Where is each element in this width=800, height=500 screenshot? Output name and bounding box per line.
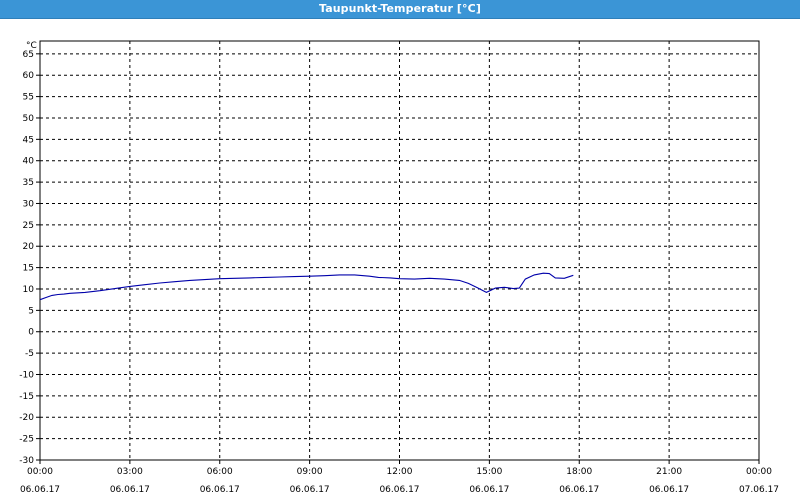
y-tick-label: 55 [23, 93, 34, 103]
x-tick-date-label: 06.06.17 [200, 485, 240, 495]
y-tick-label: -10 [19, 370, 34, 380]
x-tick-date-label: 07.06.17 [739, 485, 779, 495]
y-tick-label: 0 [28, 328, 34, 338]
x-tick-time-label: 15:00 [476, 467, 502, 477]
x-tick-date-label: 06.06.17 [110, 485, 150, 495]
window-title: Taupunkt-Temperatur [°C] [319, 2, 481, 15]
x-tick-time-label: 06:00 [207, 467, 233, 477]
x-tick-date-label: 06.06.17 [649, 485, 689, 495]
x-tick-time-label: 00:00 [27, 467, 53, 477]
x-tick-time-label: 00:00 [746, 467, 772, 477]
y-tick-label: 40 [23, 157, 35, 167]
y-tick-label: 15 [23, 264, 34, 274]
y-tick-label: 30 [23, 199, 35, 209]
y-tick-label: 10 [23, 285, 35, 295]
x-tick-date-label: 06.06.17 [559, 485, 599, 495]
y-tick-label: 65 [23, 50, 34, 60]
x-tick-time-label: 21:00 [656, 467, 682, 477]
dew-point-chart: 65605550454035302520151050-5-10-15-20-25… [19, 40, 779, 495]
x-tick-time-label: 09:00 [297, 467, 323, 477]
x-tick-date-label: 06.06.17 [20, 485, 60, 495]
y-tick-label: 20 [23, 242, 35, 252]
grid-lines [40, 41, 759, 460]
dew-point-series-line [39, 272, 574, 301]
y-tick-label: -5 [25, 349, 34, 359]
x-tick-time-label: 03:00 [117, 467, 143, 477]
x-tick-time-label: 12:00 [387, 467, 413, 477]
series-layer [39, 272, 574, 301]
x-axis-ticks: 00:00 06.06.17 03:00 06.06.17 06:00 06.06.17 0… [20, 460, 779, 495]
y-tick-label: -30 [19, 456, 34, 466]
x-tick-date-label: 06.06.17 [290, 485, 330, 495]
y-tick-label: 60 [23, 71, 35, 81]
y-axis-ticks: 65605550454035302520151050-5-10-15-20-25… [19, 50, 40, 466]
x-tick-time-label: 18:00 [566, 467, 592, 477]
y-tick-label: 45 [23, 135, 34, 145]
x-tick-date-label: 06.06.17 [469, 485, 509, 495]
y-tick-label: 25 [23, 221, 34, 231]
y-tick-label: 35 [23, 178, 34, 188]
y-tick-label: 50 [23, 114, 35, 124]
y-tick-label: -20 [19, 413, 34, 423]
y-tick-label: 5 [28, 306, 34, 316]
y-axis-unit-label: °C [26, 41, 37, 51]
y-tick-label: -15 [19, 392, 34, 402]
title-bar: Taupunkt-Temperatur [°C] [0, 0, 800, 19]
y-tick-label: -25 [19, 435, 34, 445]
x-tick-date-label: 06.06.17 [379, 485, 419, 495]
